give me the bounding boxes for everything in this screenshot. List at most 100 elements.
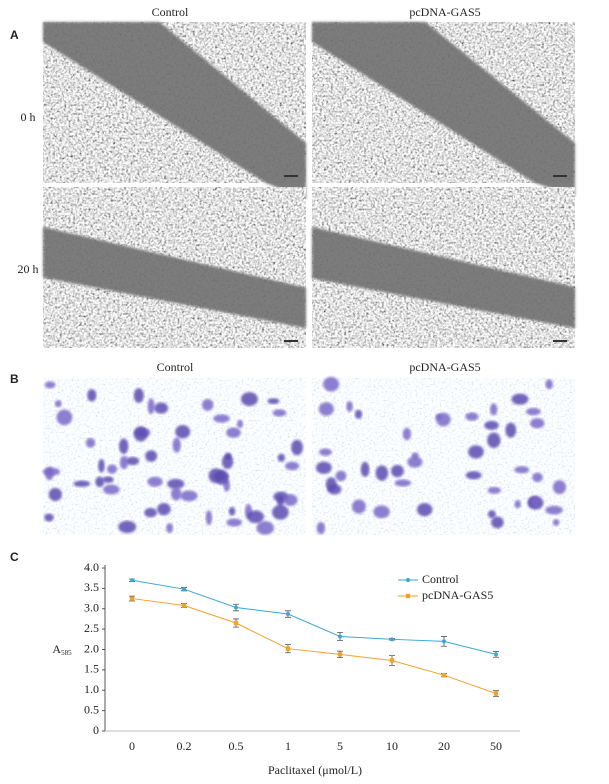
stained-cell <box>277 453 286 462</box>
data-point <box>493 691 499 696</box>
x-tick-label: 50 <box>490 739 502 753</box>
stained-cell <box>95 476 105 488</box>
y-tick-label: 1.5 <box>84 662 99 676</box>
stained-cell <box>465 471 482 480</box>
stained-cell <box>484 420 499 431</box>
stained-cell <box>390 464 404 478</box>
stained-cell <box>354 409 363 419</box>
stained-cell <box>125 456 140 466</box>
stained-cell <box>526 407 541 416</box>
stained-cell <box>487 510 496 519</box>
stained-cell <box>144 507 157 518</box>
legend-label: Control <box>422 572 459 586</box>
stained-cell <box>346 401 353 412</box>
panel-label: B <box>10 372 19 386</box>
y-axis-label-sub: 585 <box>61 649 72 657</box>
column-header: pcDNA-GAS5 <box>409 5 480 19</box>
stained-cell <box>48 487 62 502</box>
stained-cell <box>228 506 236 516</box>
row-label: 0 h <box>21 110 36 124</box>
x-axis-label: Paclitaxel (μmol/L) <box>268 763 362 777</box>
panel-label: A <box>10 28 19 42</box>
stained-cell <box>545 505 563 515</box>
stained-cell <box>402 427 412 441</box>
data-point <box>441 672 447 678</box>
data-point <box>233 620 239 626</box>
legend-marker <box>406 578 410 582</box>
stained-cell <box>42 467 61 476</box>
stained-cell <box>487 486 501 494</box>
stained-cell <box>56 409 73 426</box>
column-header: pcDNA-GAS5 <box>409 360 480 374</box>
stained-cell <box>416 502 433 517</box>
stained-cell <box>103 484 120 495</box>
stained-cell <box>247 510 264 524</box>
x-tick-label: 0.2 <box>177 739 192 753</box>
stained-cell <box>180 490 198 502</box>
series-line <box>131 579 497 655</box>
stained-cell <box>319 448 332 456</box>
y-tick-label: 2.5 <box>84 621 99 635</box>
data-point <box>181 603 187 608</box>
stained-cell <box>133 388 144 403</box>
stained-cell <box>118 520 137 534</box>
scale-bar <box>553 340 567 342</box>
legend-label: pcDNA-GAS5 <box>422 588 493 602</box>
stained-cell <box>373 505 390 519</box>
data-point <box>390 637 394 642</box>
data-point <box>285 646 291 651</box>
x-tick-label: 0.5 <box>229 739 244 753</box>
data-point <box>389 658 395 663</box>
stained-cell <box>106 464 118 474</box>
stained-cell <box>166 523 174 534</box>
stained-cell <box>226 518 242 527</box>
data-point <box>338 634 342 639</box>
x-tick-label: 10 <box>386 739 398 753</box>
stained-cell <box>318 402 334 416</box>
column-header: Control <box>157 360 194 374</box>
panel-label: C <box>10 550 19 564</box>
wound-images <box>43 22 575 348</box>
wound-gap <box>312 22 575 197</box>
stained-cell <box>375 465 389 481</box>
stained-cell <box>98 458 105 473</box>
stained-cell <box>552 480 567 495</box>
stained-cell <box>267 398 280 405</box>
data-point <box>494 652 498 657</box>
stained-cell <box>226 427 241 438</box>
stained-cell <box>201 398 214 411</box>
stained-cell <box>133 426 148 442</box>
stained-cell <box>157 502 171 516</box>
micrograph <box>43 378 306 535</box>
data-point <box>286 612 290 617</box>
stained-cell <box>465 412 479 421</box>
stained-cell <box>335 470 347 482</box>
data-point <box>182 587 186 592</box>
stained-cell <box>407 456 423 468</box>
stained-cell <box>154 402 169 414</box>
stained-cell <box>283 494 298 506</box>
stained-cell <box>118 438 129 454</box>
data-point <box>442 639 446 644</box>
stained-cell <box>240 392 258 407</box>
scale-bar <box>553 175 567 177</box>
stained-cell <box>221 454 234 470</box>
y-tick-label: 0 <box>93 723 99 737</box>
stained-cell <box>514 500 521 509</box>
stained-cell <box>147 476 163 487</box>
stained-cell <box>256 521 274 535</box>
y-tick-label: 3.5 <box>84 580 99 594</box>
y-axis-label: A585 <box>52 642 72 657</box>
stained-cell <box>205 510 212 526</box>
stained-cell <box>530 496 540 508</box>
stained-cell <box>351 499 366 514</box>
scale-bar <box>284 175 298 177</box>
stained-cell <box>119 455 129 470</box>
stained-cell <box>489 403 498 416</box>
row-label: 20 h <box>18 262 39 276</box>
stained-cell <box>505 422 517 438</box>
stained-cell <box>44 381 56 389</box>
